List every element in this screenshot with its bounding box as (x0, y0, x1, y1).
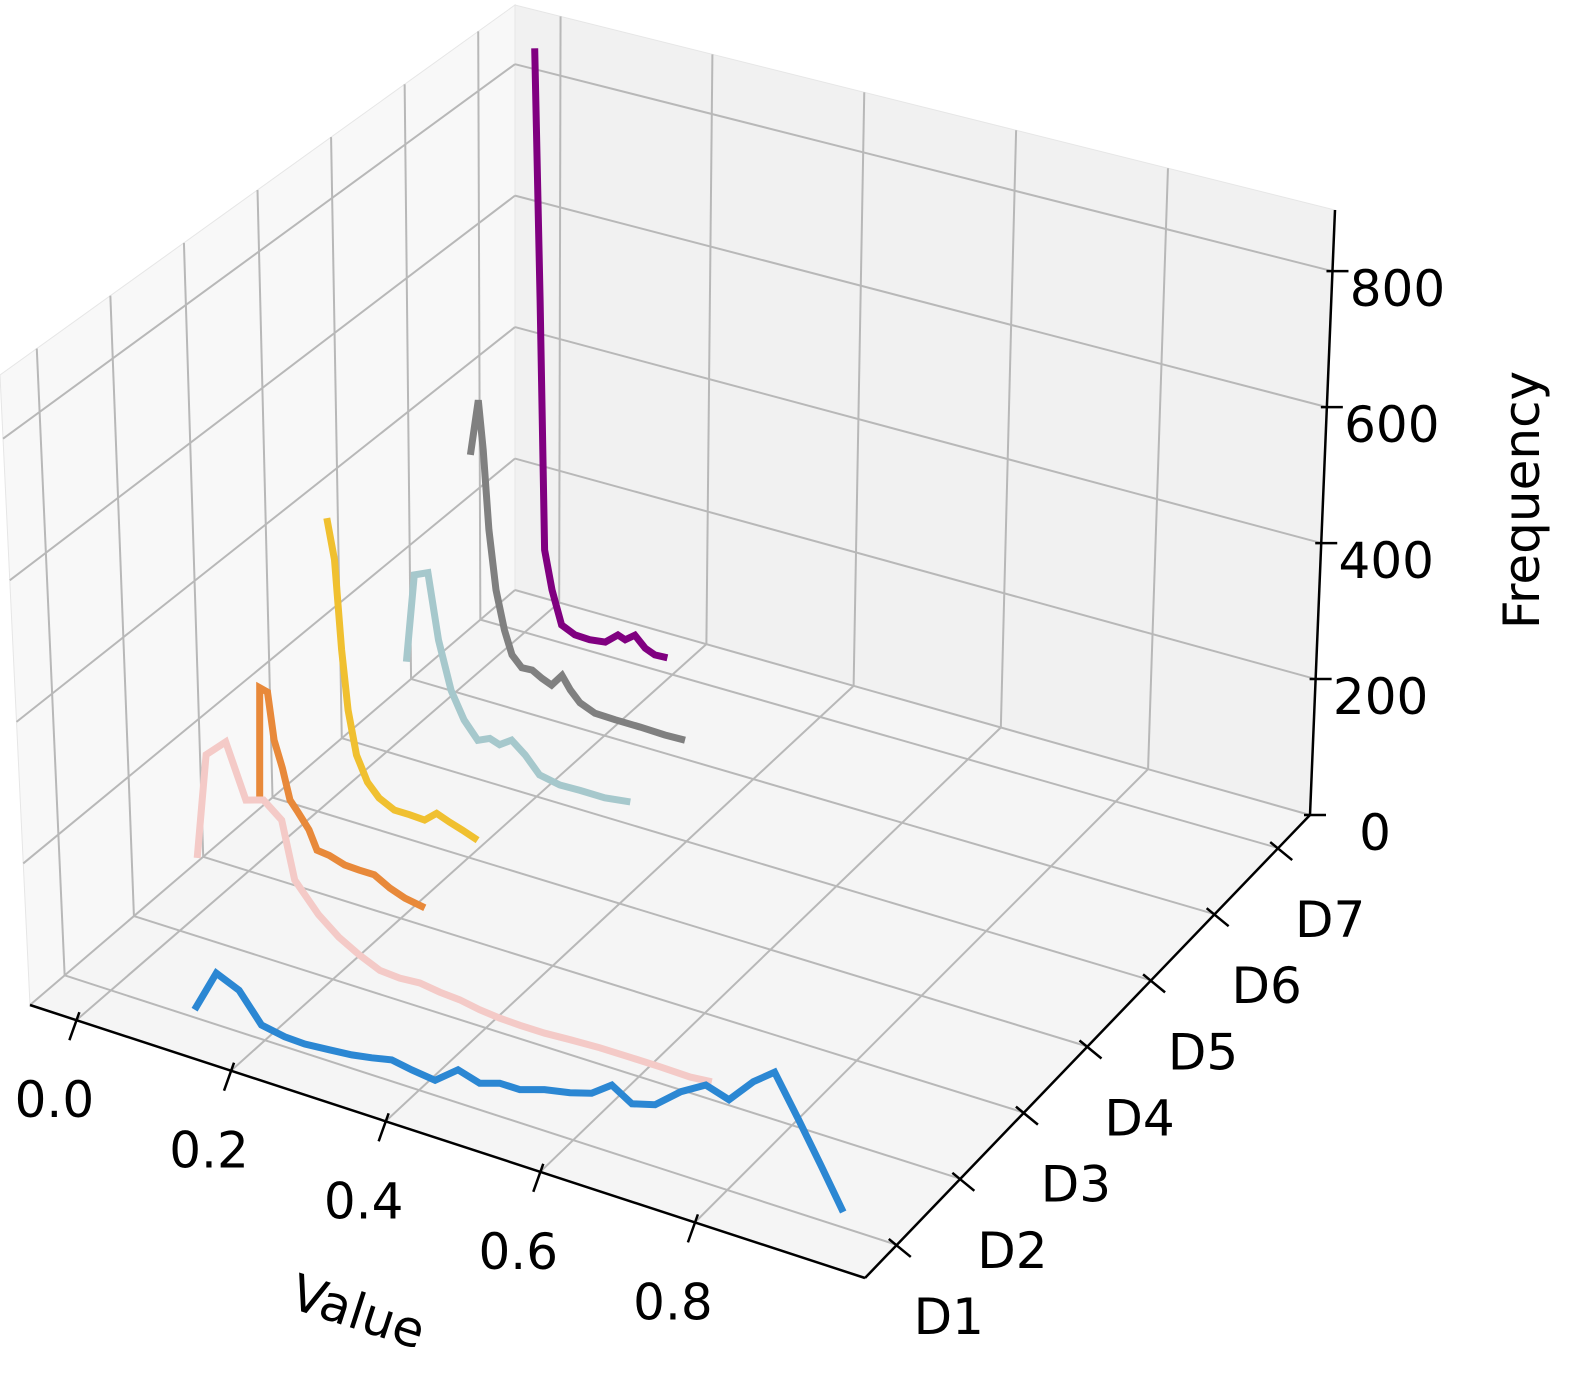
x-axis-title: Value (284, 1263, 433, 1361)
grid-line (2, 63, 516, 440)
grid-line (480, 618, 1279, 850)
grid-line (35, 348, 66, 976)
tick-mark (686, 1213, 700, 1243)
grid-line (558, 16, 562, 603)
z-tick-label: 800 (1350, 260, 1445, 318)
grid-line (15, 326, 516, 723)
y-tick-label: D6 (1231, 957, 1301, 1015)
z-axis-line (1308, 209, 1337, 816)
grid-line (999, 130, 1018, 728)
y-tick-label: D1 (914, 1288, 984, 1346)
z-axis-title: Frequency (1493, 371, 1551, 629)
grid-line (182, 242, 205, 857)
tick-mark (1269, 841, 1294, 862)
grid-line (410, 677, 1215, 916)
series-line (531, 48, 669, 662)
tick-mark (222, 1062, 236, 1092)
x-tick-label: 0.4 (324, 1172, 404, 1230)
panes (0, 4, 1336, 1279)
z-tick-label: 400 (1339, 532, 1434, 590)
tick-mark (377, 1112, 390, 1142)
grid-line (514, 589, 1311, 816)
tick-mark (1078, 1039, 1103, 1060)
tick-mark (1142, 973, 1166, 994)
x-tick-label: 0.0 (15, 1071, 95, 1129)
y-tick-label: D5 (1168, 1023, 1238, 1081)
series-line (466, 399, 686, 744)
grid-line (514, 326, 1322, 545)
y-axis-line (864, 814, 1311, 1279)
grid-line (133, 915, 961, 1180)
series-line (193, 736, 713, 1086)
grid-line (1147, 168, 1169, 770)
grid-line (852, 92, 866, 686)
grid-line (705, 54, 714, 645)
lines (191, 48, 847, 1214)
grid-line (64, 974, 898, 1246)
z-tick-label: 200 (1333, 668, 1428, 726)
grid-line (403, 84, 413, 679)
grid-line (514, 194, 1328, 409)
series-line (191, 968, 847, 1214)
grid-line (9, 194, 516, 582)
x-tick-label: 0.6 (479, 1223, 559, 1281)
grid-line (202, 855, 1025, 1114)
series-line (402, 568, 631, 806)
y-tick-label: D2 (977, 1222, 1047, 1280)
tick-mark (1015, 1105, 1039, 1126)
tick-mark (68, 1011, 81, 1041)
z-tick-label: 0 (1359, 804, 1391, 862)
z-tick-label: 600 (1344, 396, 1439, 454)
x-tick-label: 0.2 (169, 1122, 249, 1180)
y-tick-label: D7 (1295, 891, 1365, 949)
y-tick-label: D4 (1104, 1090, 1174, 1148)
x-tick-label: 0.8 (633, 1273, 713, 1331)
y-tick-label: D3 (1041, 1156, 1111, 1214)
grid-line (477, 31, 482, 620)
grid-line (341, 737, 1152, 982)
grid-line (272, 796, 1088, 1048)
x-axis-line (29, 1003, 866, 1280)
tick-mark (887, 1237, 912, 1258)
grid-line (514, 63, 1333, 273)
axes: 0.0 0.2 0.4 0.6 0.8 D1 D2 D3 D4 D5 D6 D7 0 200 400 600 8… (15, 209, 1445, 1346)
tick-mark (1205, 907, 1230, 928)
series-line (323, 517, 480, 844)
tick-mark (951, 1171, 976, 1192)
grid-line (109, 295, 135, 917)
tick-mark (532, 1163, 545, 1193)
series-line (256, 681, 427, 911)
grid-line (29, 589, 516, 1006)
grid-line (514, 457, 1316, 681)
grid-line (22, 457, 516, 865)
